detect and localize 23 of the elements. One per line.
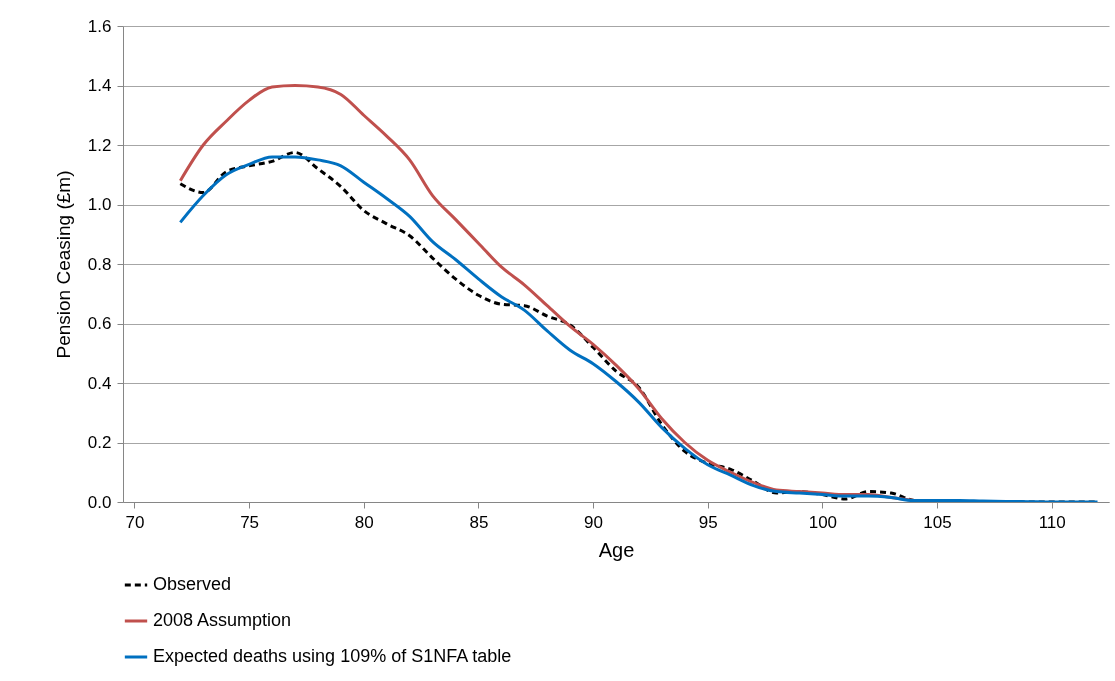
y-tick-label: 0.6 [87,314,112,333]
legend-label: Expected deaths using 109% of S1NFA table [153,646,512,666]
y-tick-label: 1.6 [87,16,112,36]
x-tick-label: 110 [1038,512,1066,532]
x-tick-label: 95 [698,512,718,532]
legend-label: Observed [153,574,232,594]
y-tick-label: 0.0 [87,492,112,512]
legend-label: 2008 Assumption [153,610,292,630]
y-tick-label: 1.4 [87,76,112,95]
x-tick-label: 85 [469,512,489,532]
x-tick-label: 70 [125,512,145,532]
x-axis-title: Age [598,538,635,561]
x-tick-label: 90 [584,512,604,532]
y-tick-label: 1.0 [87,195,112,214]
x-tick-label: 100 [808,512,838,532]
y-axis-title: Pension Ceasing (£m) [52,170,74,359]
x-tick-label: 105 [923,512,952,532]
y-tick-label: 0.8 [87,254,112,274]
x-tick-label: 80 [354,512,374,532]
x-tick-label: 75 [240,512,260,532]
y-tick-label: 0.4 [87,373,112,393]
y-tick-label: 1.2 [87,135,112,155]
y-tick-label: 0.2 [87,433,112,452]
